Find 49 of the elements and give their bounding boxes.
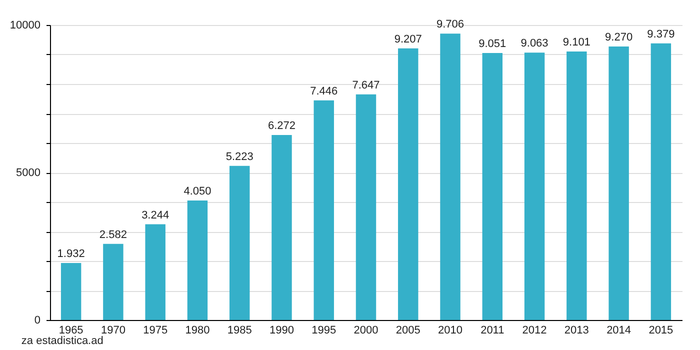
data-label: 4.050 [184,186,212,198]
x-tick-label: 2005 [396,324,420,336]
bar [187,200,208,320]
x-tick-label: 2014 [606,324,632,336]
x-tick-label: 1970 [100,324,126,336]
data-label: 2.582 [99,228,127,241]
data-label: 9.051 [478,38,506,50]
x-tick-label: 2015 [648,324,674,336]
bar [272,134,292,320]
bar [398,48,418,320]
y-tick-label: 5000 [16,167,40,179]
data-label: 9.063 [520,38,548,50]
x-tick-label: 1965 [58,324,84,336]
data-label: 3.244 [142,209,170,222]
data-label: 1.932 [57,248,85,260]
bar [482,52,503,320]
x-tick-label: 2013 [564,324,589,336]
data-label: 9.101 [562,36,590,49]
bar [314,100,334,320]
bar [145,224,166,320]
data-label: 6.272 [268,120,296,132]
data-label: 9.379 [647,28,675,40]
bar [440,34,460,320]
x-tick-label: 1975 [143,324,168,336]
bar [566,52,587,320]
data-label: 9.270 [605,32,633,44]
bar [356,94,376,320]
x-tick-label: 1990 [269,324,294,336]
bar [229,166,250,320]
data-label: 5.223 [226,150,254,163]
bar [650,43,672,320]
y-tick-label: 10000 [10,20,40,32]
x-tick-label: 1985 [227,324,252,336]
data-label: 7.647 [352,79,380,92]
data-label: 9.207 [394,33,422,46]
x-tick-label: 2011 [480,324,504,336]
bar [524,52,545,320]
x-tick-label: 1980 [185,324,210,336]
x-tick-label: 2012 [522,324,547,336]
x-tick-label: 1995 [312,324,336,336]
bar [60,263,82,320]
bar [608,46,629,320]
text: za estadistica.ad [21,335,104,347]
data-label: 7.446 [310,85,338,98]
bar [103,244,124,320]
x-tick-label: 2000 [354,324,378,336]
data-label: 9.706 [436,18,464,31]
y-tick-label: 0 [34,314,40,326]
x-tick-label: 2010 [438,324,463,336]
